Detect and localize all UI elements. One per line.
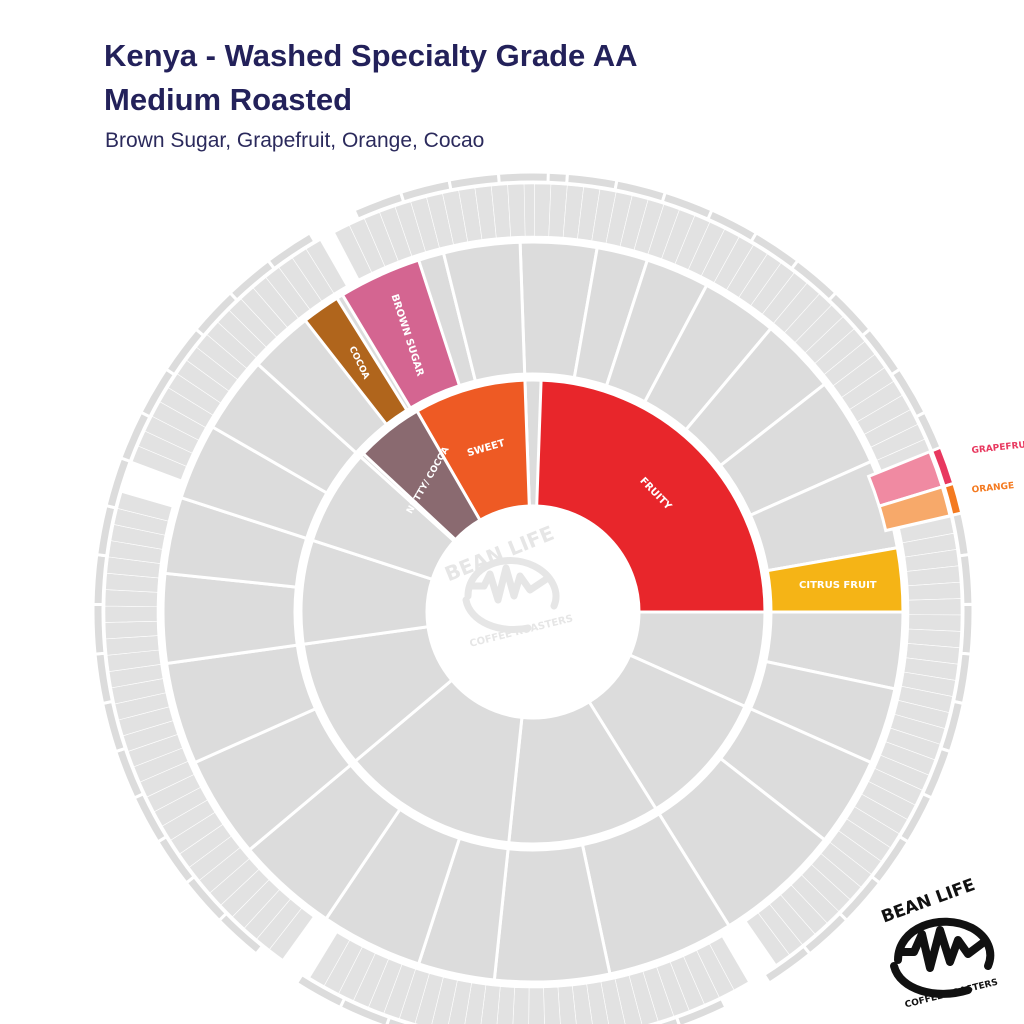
inactive-outer-tab xyxy=(957,552,975,607)
nutty-cocoa-segment xyxy=(361,409,483,542)
inactive-outer-tab xyxy=(650,1015,681,1024)
bean-life-logo: BEAN LIFE COFFEE ROASTERS xyxy=(879,875,999,1010)
center-watermark: BEAN LIFE COFFEE ROASTERS xyxy=(441,521,574,650)
inactive-outer-sliver xyxy=(305,240,347,294)
inactive-outer-sliver xyxy=(908,598,962,616)
inactive-outer-tab xyxy=(91,602,107,656)
watermark-arc-icon xyxy=(462,596,532,634)
chart-title: Kenya - Washed Specialty Grade AA Medium… xyxy=(104,34,637,122)
inactive-outer-tab xyxy=(294,972,347,1010)
inactive-outer-sliver xyxy=(534,183,552,237)
title-line-2: Medium Roasted xyxy=(104,82,353,117)
inactive-outer-tab xyxy=(761,944,813,986)
brown-sugar-segment xyxy=(340,258,462,411)
citrus-fruit-segment xyxy=(765,546,905,614)
citrus-fruit-label: CITRUS FRUIT xyxy=(799,580,877,591)
inactive-outer-sliver xyxy=(528,987,545,1024)
logo-bottom-text: COFFEE ROASTERS xyxy=(904,978,999,1011)
inactive-outer-sliver xyxy=(104,620,159,640)
cocoa-segment xyxy=(303,296,409,427)
logo-swoosh-icon xyxy=(890,962,972,998)
orange-segment xyxy=(942,481,964,518)
inactive-outer-tab xyxy=(91,552,109,607)
inactive-outer-tab xyxy=(496,170,550,185)
inactive-inner-segment xyxy=(353,678,524,845)
watermark-wave-icon xyxy=(464,557,560,610)
inactive-outer-sliver xyxy=(908,614,962,632)
bean-life-wave-logo-icon xyxy=(894,917,995,972)
inactive-middle-segment xyxy=(441,240,527,383)
logo-top-text: BEAN LIFE xyxy=(879,875,978,927)
orange-slivers xyxy=(877,484,952,533)
fruity-segment xyxy=(535,378,767,614)
inactive-outer-tab xyxy=(266,230,317,271)
inactive-outer-sliver xyxy=(746,912,790,965)
title-line-1: Kenya - Washed Specialty Grade AA xyxy=(104,38,638,73)
sweet-segment xyxy=(414,378,531,523)
orange-label: ORANGE xyxy=(971,481,1014,495)
inactive-outer-sliver xyxy=(104,605,158,623)
inactive-outer-sliver xyxy=(507,183,526,237)
inactive-outer-tab xyxy=(959,602,975,656)
grapefruit-label: GRAPEFRUIT xyxy=(971,439,1024,456)
inactive-outer-sliver xyxy=(309,932,350,987)
flavor-notes-subtitle: Brown Sugar, Grapefruit, Orange, Cocao xyxy=(105,129,485,152)
inactive-outer-sliver xyxy=(117,492,173,522)
